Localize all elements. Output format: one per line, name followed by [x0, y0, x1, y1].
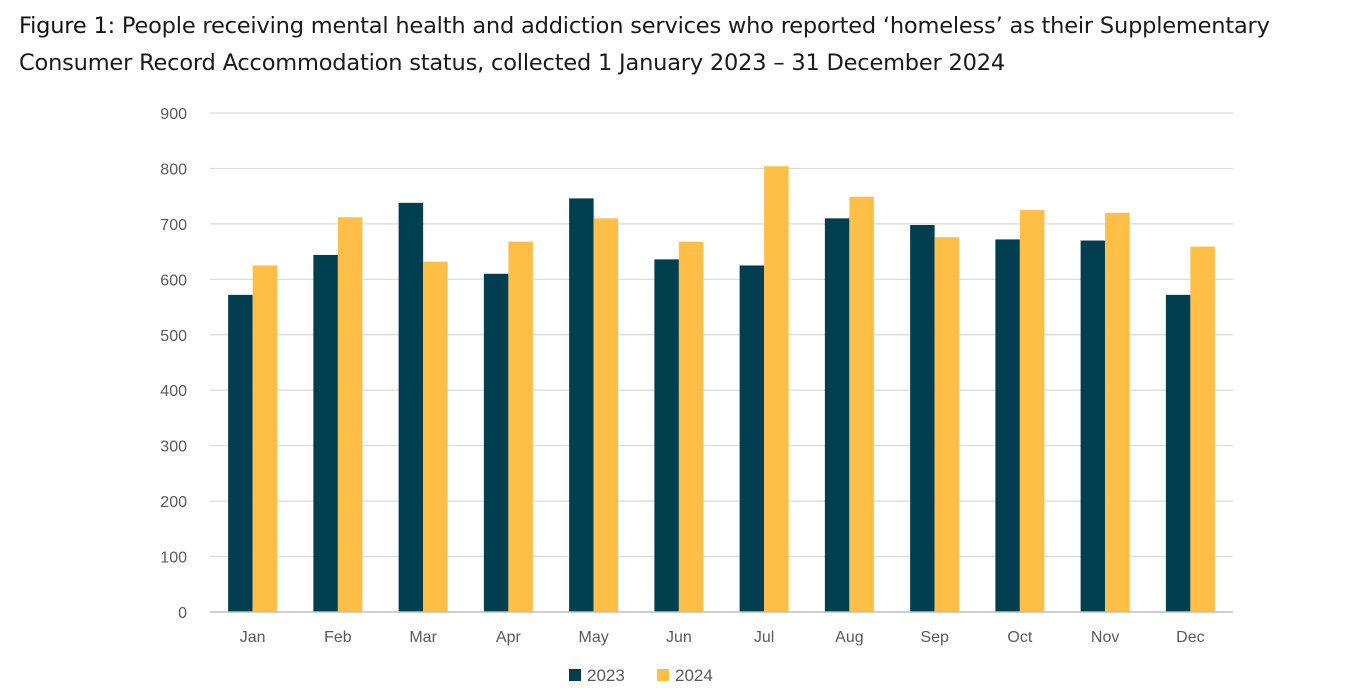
bar-2023-jan [228, 294, 253, 612]
x-tick-label: Aug [835, 629, 863, 646]
y-tick-label: 0 [178, 605, 187, 622]
bar-2024-may [593, 218, 619, 612]
legend: 2023 2024 [569, 666, 713, 685]
legend-item-2023: 2023 [569, 666, 625, 685]
x-tick-label: Sep [920, 629, 949, 646]
figure-label: Figure 1: [19, 13, 115, 39]
x-tick-label: Apr [496, 629, 522, 646]
bar-2024-aug [849, 196, 874, 612]
x-tick-label: Oct [1007, 629, 1032, 646]
bar-2023-mar [398, 202, 424, 612]
x-tick-label: Nov [1091, 629, 1119, 646]
bars [228, 166, 1215, 613]
legend-swatch [569, 669, 581, 681]
bar-2023-apr [483, 273, 509, 612]
bar-2023-nov [1080, 240, 1106, 612]
figure-title: People receiving mental health and addic… [19, 13, 1270, 76]
bar-2023-dec [1165, 294, 1191, 612]
y-tick-label: 400 [160, 383, 187, 400]
x-tick-label: Jan [240, 629, 266, 646]
legend-label: 2024 [675, 666, 713, 685]
gridlines [210, 112, 1233, 558]
legend-label: 2023 [587, 666, 625, 685]
x-tick-label: Mar [409, 629, 437, 646]
bar-2023-may [569, 198, 594, 612]
y-tick-label: 800 [160, 161, 187, 178]
y-tick-label: 100 [160, 550, 187, 567]
bar-2023-jun [654, 259, 679, 612]
bar-2023-jul [739, 265, 765, 612]
x-tick-label: Jun [666, 629, 692, 646]
y-tick-label: 700 [160, 217, 187, 234]
y-tick-label: 200 [160, 494, 187, 511]
bar-2024-mar [423, 261, 448, 612]
legend-item-2024: 2024 [657, 666, 713, 685]
bar-2023-sep [910, 224, 935, 612]
figure-caption: Figure 1: People receiving mental health… [19, 8, 1364, 82]
x-tick-label: Feb [324, 629, 352, 646]
x-tick-label: Jul [754, 629, 774, 646]
bar-2024-oct [1019, 210, 1045, 612]
x-tick-label: May [579, 629, 609, 646]
x-axis-tick-labels: Jan Feb Mar Apr May Jun Jul Aug Sep Oct Nov Dec [240, 629, 1205, 646]
bar-2024-jun [678, 241, 704, 612]
bar-2024-jan [252, 265, 278, 612]
y-axis-tick-labels: 0 100 200 300 400 500 600 700 800 900 [160, 106, 187, 622]
bar-2024-sep [934, 237, 960, 612]
x-tick-label: Dec [1176, 629, 1204, 646]
legend-swatch [657, 669, 669, 681]
bar-2024-dec [1190, 246, 1215, 613]
bar-2023-aug [824, 218, 850, 612]
y-tick-label: 500 [160, 328, 187, 345]
bar-2024-apr [508, 241, 533, 612]
y-tick-label: 900 [160, 106, 187, 123]
y-tick-label: 300 [160, 439, 187, 456]
bar-2024-feb [337, 217, 363, 613]
bar-2023-feb [313, 254, 338, 612]
y-tick-label: 600 [160, 272, 187, 289]
bar-2023-oct [995, 239, 1020, 612]
bar-2024-jul [764, 166, 789, 612]
bar-2024-nov [1105, 212, 1130, 613]
